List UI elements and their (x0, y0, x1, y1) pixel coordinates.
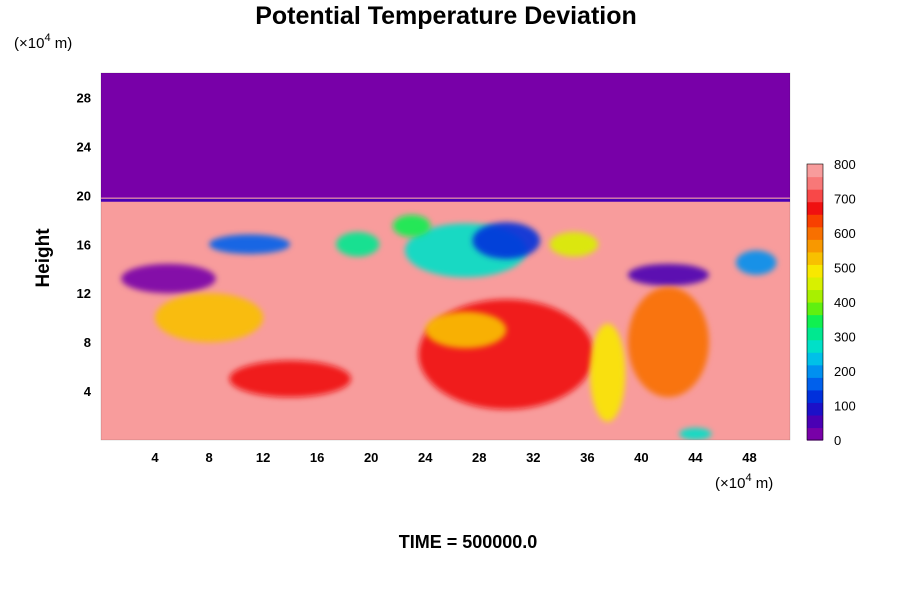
field-feature-3 (121, 263, 216, 294)
colorbar-swatch (807, 402, 823, 416)
colorbar-swatch (807, 302, 823, 316)
field-feature-17 (229, 360, 351, 398)
colorbar-swatch (807, 364, 823, 378)
colorbar-tick-label: 100 (834, 399, 856, 414)
x-tick-label: 16 (310, 450, 324, 465)
colorbar-tick-label: 300 (834, 330, 856, 345)
colorbar-swatch (807, 214, 823, 228)
field-feature-4 (209, 234, 291, 255)
y-tick-label: 4 (84, 384, 92, 399)
field-feature-8 (336, 232, 380, 257)
field-feature-10 (735, 250, 777, 275)
y-tick-label: 16 (77, 237, 91, 252)
x-tick-label: 12 (256, 450, 270, 465)
colorbar (806, 163, 824, 441)
x-tick-label: 40 (634, 450, 648, 465)
field-feature-11 (392, 214, 431, 237)
x-axis-unit: (×104 m) (715, 472, 773, 492)
colorbar-swatch (807, 226, 823, 240)
colorbar-tick-label: 600 (834, 226, 856, 241)
y-axis-label: Height (33, 228, 54, 288)
colorbar-swatch (807, 377, 823, 391)
x-tick-label: 36 (580, 450, 594, 465)
field-feature-18 (679, 427, 712, 440)
x-tick-label: 20 (364, 450, 378, 465)
colorbar-swatch (807, 189, 823, 203)
x-tick-label: 24 (418, 450, 433, 465)
colorbar-swatch (807, 251, 823, 265)
x-tick-label: 44 (688, 450, 703, 465)
x-tick-label: 28 (472, 450, 486, 465)
colorbar-swatch (807, 327, 823, 341)
field-feature-7 (627, 263, 709, 286)
colorbar-ticks: 0 100 200 300 400 500 600 700 800 (834, 157, 856, 448)
field-region-0 (101, 73, 790, 198)
field-feature-6 (472, 222, 541, 259)
colorbar-tick-label: 800 (834, 157, 856, 172)
plot-frame (100, 72, 791, 441)
colorbar-tick-label: 700 (834, 192, 856, 207)
y-tick-label: 8 (84, 335, 91, 350)
colorbar-tick-label: 0 (834, 433, 841, 448)
field-feature-16 (590, 323, 626, 422)
field-feature-9 (549, 232, 599, 257)
y-tick-label: 24 (77, 139, 92, 154)
colorbar-swatch (807, 414, 823, 429)
x-axis-ticks: 4 8 12 16 20 24 28 32 36 40 44 48 (151, 450, 756, 465)
y-axis-ticks: 4 8 12 16 20 24 28 (77, 90, 92, 399)
x-tick-label: 32 (526, 450, 540, 465)
y-tick-label: 12 (77, 286, 91, 301)
colorbar-swatch (807, 201, 823, 215)
colorbar-swatch (807, 289, 823, 303)
colorbar-tick-label: 400 (834, 295, 856, 310)
x-tick-label: 4 (151, 450, 159, 465)
colorbar-swatch (807, 276, 823, 291)
chart-title: Potential Temperature Deviation (255, 2, 637, 30)
field-feature-15 (627, 287, 709, 398)
y-tick-label: 28 (77, 90, 91, 105)
colorbar-swatch (807, 427, 823, 441)
x-tick-label: 48 (742, 450, 756, 465)
y-axis-unit: (×104 m) (14, 32, 72, 52)
colorbar-swatch (807, 164, 823, 178)
colorbar-tick-label: 500 (834, 261, 856, 276)
field-feature-14 (425, 311, 507, 349)
time-label: TIME = 500000.0 (399, 532, 538, 552)
y-tick-label: 20 (77, 188, 91, 203)
colorbar-swatch (807, 239, 823, 253)
colorbar-swatch (807, 352, 823, 366)
colorbar-swatch (807, 339, 823, 353)
x-tick-label: 8 (205, 450, 212, 465)
colorbar-tick-label: 200 (834, 364, 856, 379)
colorbar-swatch (807, 176, 823, 190)
colorbar-swatch (807, 314, 823, 328)
colorbar-frame (806, 163, 824, 441)
colorbar-swatch (807, 264, 823, 278)
field-feature-12 (155, 293, 264, 343)
colorbar-swatch (807, 389, 823, 403)
plot-area (101, 73, 790, 440)
